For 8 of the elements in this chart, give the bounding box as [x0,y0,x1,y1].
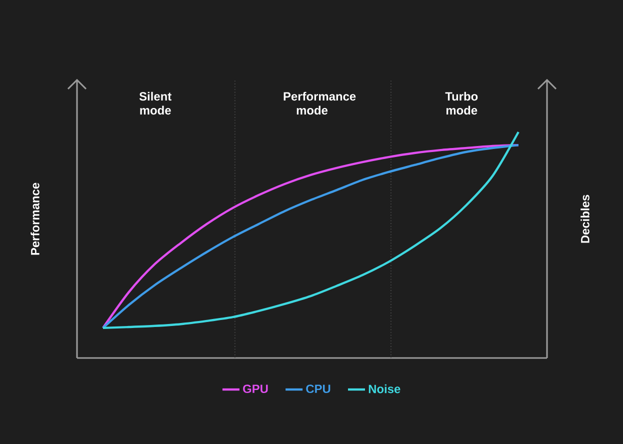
y-axis-title: Performance [30,182,40,255]
text: Performance mode [284,92,356,115]
legend-label: CPU [306,384,330,394]
y2-axis-title: Decibles [580,194,590,243]
legend-label: Noise [368,384,400,394]
text: Silent mode [139,92,172,115]
legend-label: GPU [243,384,268,394]
text: Turbo mode [445,92,478,115]
